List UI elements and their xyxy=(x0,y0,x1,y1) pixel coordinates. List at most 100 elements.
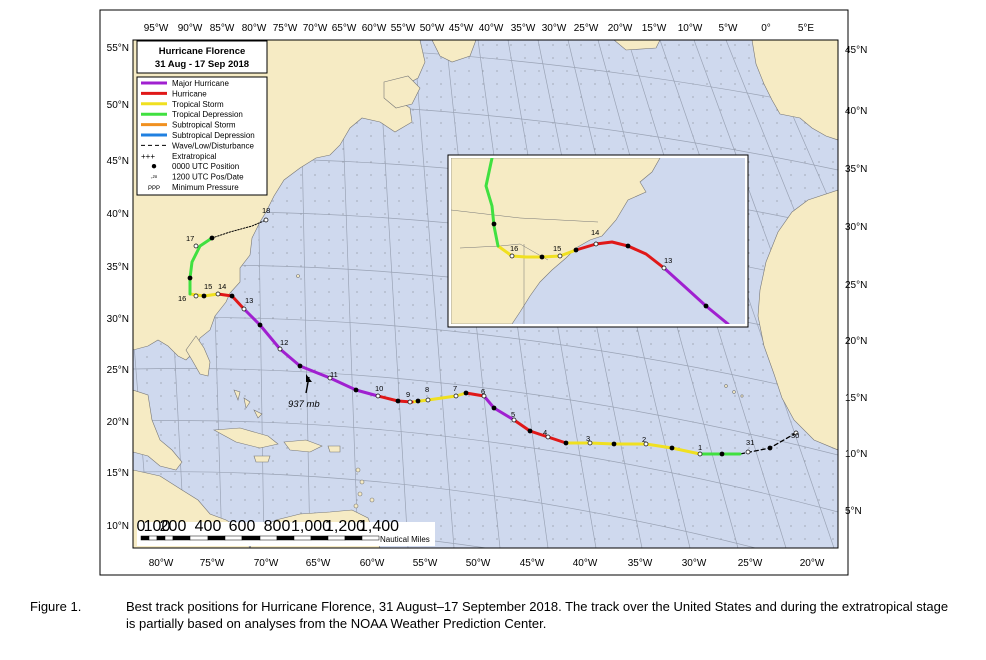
scale-bar-segment xyxy=(293,535,312,541)
bottom-tick-label: 50°W xyxy=(466,558,491,569)
left-tick-label: 20°N xyxy=(107,417,129,428)
day-label-4: 4 xyxy=(543,428,547,437)
legend-label: 0000 UTC Position xyxy=(172,162,239,171)
right-tick-label: 40°N xyxy=(845,106,867,117)
legend: Hurricane Florence 31 Aug - 17 Sep 2018 … xyxy=(136,40,268,196)
left-tick-label: 40°N xyxy=(107,209,129,220)
day-label-6: 6 xyxy=(481,387,485,396)
legend-item: +++ Extratropical xyxy=(141,152,217,161)
legend-item: PPP Minimum Pressure xyxy=(148,183,239,192)
top-tick-label: 30°W xyxy=(542,23,567,34)
legend-subtitle: 31 Aug - 17 Sep 2018 xyxy=(155,59,249,70)
bottom-tick-label: 55°W xyxy=(413,558,438,569)
map-border xyxy=(132,39,839,549)
top-tick-label: 50°W xyxy=(420,23,445,34)
scale-bar-label: 200 xyxy=(160,518,187,535)
day-label-8: 8 xyxy=(425,385,429,394)
day-label-14: 14 xyxy=(218,282,226,291)
legend-item: Tropical Depression xyxy=(141,110,243,119)
right-tick-label: 5°N xyxy=(845,506,862,517)
top-tick-label: 25°W xyxy=(574,23,599,34)
top-tick-label: 65°W xyxy=(332,23,357,34)
scale-bar-label: 600 xyxy=(229,518,256,535)
bottom-tick-label: 70°W xyxy=(254,558,279,569)
day-label-7: 7 xyxy=(453,384,457,393)
top-tick-label: 95°W xyxy=(144,23,169,34)
scale-bar-segment xyxy=(140,535,150,541)
legend-item: Subtropical Storm xyxy=(141,121,236,130)
scale-bar-segment xyxy=(310,535,329,541)
scale-bar-segment xyxy=(327,535,346,541)
hurricane-track-map: 30 31 1 2 3 4 5 6 7 8 9 10 11 12 13 14 1… xyxy=(99,9,867,576)
left-tick-label: 45°N xyxy=(107,156,129,167)
day-label-30: 30 xyxy=(791,431,799,440)
left-tick-label: 10°N xyxy=(107,521,129,532)
florida-land xyxy=(185,335,211,377)
min-pressure-marker: 937 mb xyxy=(288,374,320,410)
legend-label: Subtropical Storm xyxy=(172,121,236,130)
greenland-land xyxy=(431,40,477,63)
top-tick-label: 80°W xyxy=(242,23,267,34)
day-label-9: 9 xyxy=(406,390,410,399)
top-tick-label: 55°W xyxy=(391,23,416,34)
left-latitude-labels: 55°N 50°N 45°N 40°N 35°N 30°N 25°N 20°N 15°N 10°N xyxy=(107,43,129,532)
legend-swatch xyxy=(151,164,157,169)
scale-bar-label: 1,200 xyxy=(325,518,365,535)
top-tick-label: 85°W xyxy=(210,23,235,34)
bottom-tick-label: 60°W xyxy=(360,558,385,569)
inset-day-13: 13 xyxy=(664,256,672,265)
legend-label: Extratropical xyxy=(172,152,217,161)
legend-item: Tropical Storm xyxy=(141,100,224,109)
scale-bar-segment xyxy=(172,535,191,541)
inset-map: 13 14 15 16 xyxy=(447,154,749,328)
right-tick-label: 30°N xyxy=(845,222,867,233)
scale-bar-segment xyxy=(344,535,363,541)
legend-label: 1200 UTC Pos/Date xyxy=(172,173,244,182)
day-label-17: 17 xyxy=(186,234,194,243)
scale-bar-segment xyxy=(156,535,166,541)
top-tick-label: 40°W xyxy=(479,23,504,34)
top-tick-label: 60°W xyxy=(362,23,387,34)
legend-label: Subtropical Depression xyxy=(172,131,255,140)
legend-label: Major Hurricane xyxy=(172,79,229,88)
inset-day-labels: 13 14 15 16 xyxy=(510,228,672,265)
top-tick-label: 35°W xyxy=(511,23,536,34)
day-label-18: 18 xyxy=(262,206,270,215)
left-tick-label: 30°N xyxy=(107,314,129,325)
top-tick-label: 5°E xyxy=(798,23,815,34)
bottom-tick-label: 30°W xyxy=(682,558,707,569)
day-label-31: 31 xyxy=(746,438,754,447)
legend-swatch: ◦²⁸ xyxy=(151,175,158,182)
utc-1200-positions xyxy=(193,217,799,457)
left-tick-label: 55°N xyxy=(107,43,129,54)
scale-bar-segment xyxy=(224,535,243,541)
inset-0000-positions xyxy=(491,221,709,309)
right-tick-label: 45°N xyxy=(845,45,867,56)
scale-bar-segment xyxy=(164,535,174,541)
day-label-16: 16 xyxy=(178,294,186,303)
scale-bar-segment xyxy=(189,535,209,541)
scale-bar-label: 100 xyxy=(144,518,171,535)
top-tick-label: 90°W xyxy=(178,23,203,34)
top-tick-label: 75°W xyxy=(273,23,298,34)
day-label-11: 11 xyxy=(330,370,338,379)
legend-swatch: +++ xyxy=(141,152,155,161)
day-label-1: 1 xyxy=(698,443,702,452)
bottom-tick-label: 45°W xyxy=(520,558,545,569)
inset-track xyxy=(484,158,730,324)
legend-item: Hurricane xyxy=(141,89,207,98)
bottom-tick-label: 25°W xyxy=(738,558,763,569)
right-tick-label: 10°N xyxy=(845,449,867,460)
inset-day-16: 16 xyxy=(510,244,518,253)
scale-bar-segment xyxy=(241,535,261,541)
inset-day-14: 14 xyxy=(591,228,599,237)
inset-land xyxy=(451,158,661,324)
scale-bar-segment xyxy=(207,535,226,541)
inset-1200-positions xyxy=(509,241,667,271)
bottom-tick-label: 40°W xyxy=(573,558,598,569)
day-label-15: 15 xyxy=(204,282,212,291)
legend-item: ◦²⁸ 1200 UTC Pos/Date xyxy=(151,173,244,182)
legend-label: Hurricane xyxy=(172,89,207,98)
top-tick-label: 15°W xyxy=(642,23,667,34)
